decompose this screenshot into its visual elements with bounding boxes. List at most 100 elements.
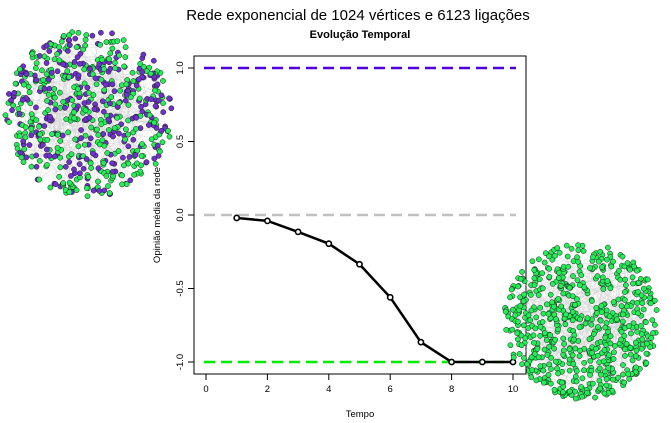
network-edge — [46, 58, 97, 85]
network-node — [66, 189, 73, 196]
network-node — [81, 66, 88, 73]
network-node — [507, 294, 513, 301]
network-node — [44, 97, 50, 104]
network-node — [136, 76, 142, 83]
network-node — [54, 132, 61, 138]
network-node — [103, 173, 110, 179]
network-node — [540, 379, 547, 386]
network-node — [80, 46, 86, 53]
network-node — [519, 361, 525, 367]
network-node — [589, 350, 595, 356]
network-node — [104, 150, 111, 156]
network-node — [83, 32, 90, 38]
network-node — [597, 248, 604, 255]
network-node — [106, 190, 113, 196]
network-node — [83, 185, 90, 192]
network-node — [158, 92, 165, 99]
network-node — [596, 365, 603, 372]
network-node — [121, 162, 127, 169]
network-node — [528, 307, 535, 314]
network-node — [520, 322, 527, 329]
network-node — [530, 332, 537, 339]
network-node — [508, 286, 515, 293]
network-node — [618, 336, 624, 343]
network-node — [620, 371, 626, 378]
network-node — [87, 65, 93, 72]
network-node — [108, 94, 115, 100]
network-node — [73, 44, 80, 51]
network-node — [44, 162, 50, 168]
x-tick-label: 10 — [508, 384, 519, 395]
network-node — [540, 367, 547, 374]
network-node — [101, 108, 107, 115]
network-node — [625, 371, 632, 378]
network-node — [97, 41, 104, 48]
x-tick-label: 2 — [265, 384, 270, 395]
network-node — [84, 84, 91, 91]
network-node — [111, 88, 118, 95]
network-node — [597, 385, 603, 392]
network-node — [123, 81, 130, 88]
network-node — [545, 372, 552, 378]
network-node — [114, 114, 121, 121]
network-edge — [110, 98, 152, 155]
network-node — [122, 136, 128, 143]
series-layer — [233, 214, 517, 366]
network-node — [75, 72, 82, 79]
network-node — [616, 267, 622, 274]
network-node — [148, 136, 155, 143]
network-node — [151, 119, 158, 126]
network-node — [638, 331, 645, 338]
network-node — [33, 117, 40, 124]
network-node — [68, 173, 74, 179]
network-node — [633, 267, 640, 274]
network-node — [119, 172, 126, 179]
network-node — [72, 136, 79, 143]
network-node — [517, 294, 523, 301]
network-node — [89, 32, 96, 39]
network-node — [168, 105, 175, 112]
network-node — [629, 274, 636, 281]
network-node — [36, 176, 43, 183]
network-node — [563, 311, 569, 318]
network-node — [630, 280, 636, 287]
network-node — [560, 290, 567, 297]
y-tick-label: 1.0 — [175, 61, 186, 74]
network-node — [52, 181, 59, 187]
network-node — [63, 116, 70, 123]
network-node — [6, 91, 12, 97]
network-node — [534, 345, 541, 352]
network-node — [651, 297, 658, 304]
network-node — [570, 273, 576, 279]
network-node — [574, 254, 580, 261]
network-node — [580, 248, 587, 254]
network-node — [57, 164, 64, 171]
network-node — [644, 276, 651, 283]
network-node — [6, 119, 12, 125]
network-node — [23, 71, 30, 78]
network-node — [99, 137, 106, 144]
network-node — [99, 98, 106, 105]
network-node — [28, 163, 35, 170]
y-tick-label: 0.0 — [175, 208, 186, 221]
network-node — [150, 57, 157, 64]
network-node — [633, 347, 640, 354]
y-tick-label: -1.0 — [175, 354, 186, 370]
network-node — [548, 355, 554, 361]
network-node — [133, 126, 139, 132]
network-node — [165, 127, 171, 134]
network-edge — [512, 329, 564, 394]
network-node — [88, 165, 94, 171]
network-node — [624, 260, 631, 266]
network-node — [28, 111, 35, 118]
network-node — [589, 380, 596, 387]
network-node — [586, 336, 593, 343]
network-node — [575, 247, 582, 254]
network-node — [8, 97, 14, 104]
network-node — [610, 299, 617, 305]
network-node — [130, 78, 137, 84]
network-node — [532, 325, 539, 332]
network-node — [86, 114, 93, 121]
network-node — [15, 106, 22, 112]
